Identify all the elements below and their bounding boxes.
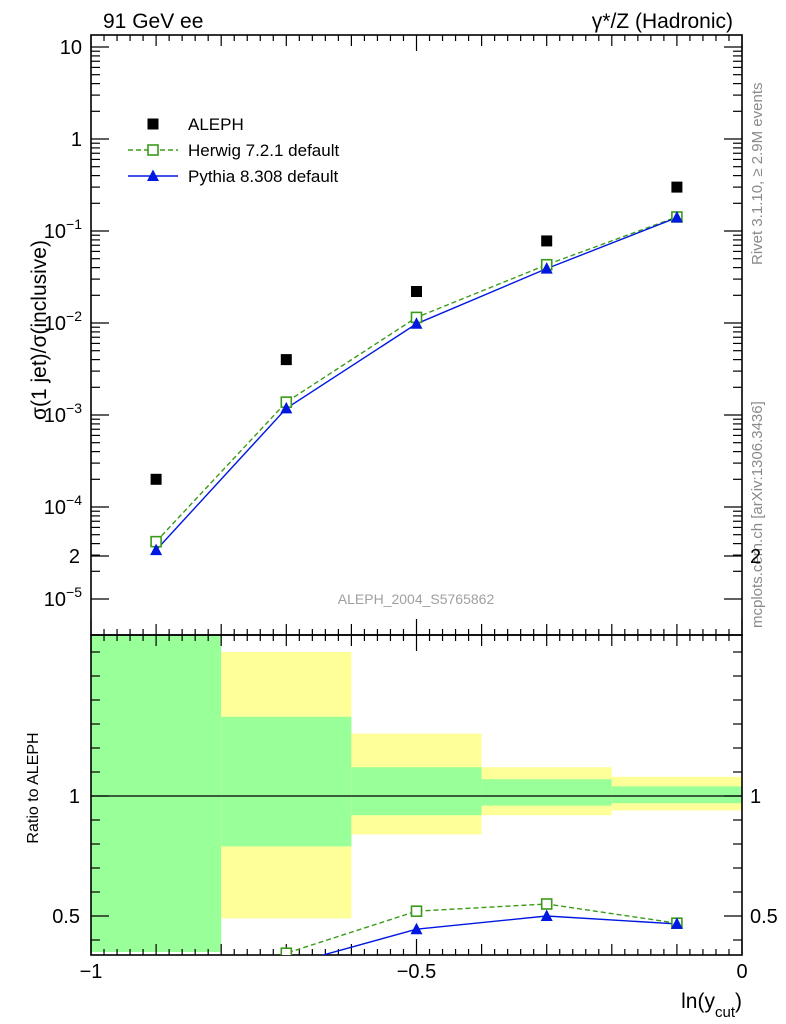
- main-y-tick-label: 10−5: [44, 584, 82, 611]
- ratio-y-tick-label-left: 2: [69, 546, 80, 568]
- main-y-tick-label: 1: [71, 129, 82, 151]
- pythia-ratio-point: [410, 922, 423, 935]
- main-y-tick-label: 10−1: [44, 216, 82, 243]
- legend-aleph-marker: [147, 118, 159, 130]
- x-tick-label: −0.5: [397, 961, 436, 983]
- aleph-point: [541, 235, 553, 247]
- axis-ticks: [90, 35, 743, 955]
- band-inner-2: [351, 767, 482, 816]
- rivet-version-label: Rivet 3.1.10, ≥ 2.9M events: [749, 83, 766, 266]
- pythia-point: [540, 262, 553, 274]
- band-inner-3: [481, 779, 612, 806]
- pythia-ratio-point: [540, 909, 553, 921]
- herwig-line: [155, 216, 678, 543]
- aleph-point: [411, 285, 422, 297]
- x-axis-label-sub: cut: [715, 1004, 736, 1021]
- pythia-point: [280, 401, 293, 414]
- aleph-point: [671, 181, 683, 193]
- band-inner-1: [221, 716, 352, 847]
- ratio-y-tick-label-right: 0.5: [750, 906, 778, 928]
- ratio-y-axis-label: Ratio to ALEPH: [25, 732, 42, 843]
- main-y-axis-label: σ(1 jet)/σ(inclusive): [28, 240, 51, 420]
- legend-herwig-marker: [147, 144, 159, 156]
- x-tick-label: −1: [80, 961, 103, 983]
- ratio-y-tick-label-right: 2: [750, 546, 761, 568]
- band-inner-4: [611, 786, 742, 804]
- mcplots-label: mcplots.cern.ch [arXiv:1306.3436]: [749, 401, 766, 628]
- header-right-label: γ*/Z (Hadronic): [592, 10, 733, 33]
- main-y-tick-label: 10−2: [44, 308, 82, 335]
- ratio-series: [276, 898, 683, 955]
- ratio-uncertainty-bands: [91, 635, 742, 952]
- aleph-point: [150, 473, 162, 485]
- pythia-ratio-point: [670, 917, 683, 929]
- herwig-ratio-point: [410, 905, 423, 918]
- analysis-watermark: ALEPH_2004_S5765862: [338, 591, 495, 607]
- pythia-point: [150, 543, 163, 556]
- ratio-y-tick-label-right: 1: [750, 786, 761, 808]
- legend: ALEPH Herwig 7.2.1 default Pythia 8.308 de…: [128, 115, 339, 186]
- pythia-point: [410, 317, 423, 329]
- x-axis-label-main: ln(y: [681, 990, 715, 1013]
- ratio-y-tick-label-left: 1: [69, 786, 80, 808]
- x-tick-label: 0: [736, 961, 747, 983]
- main-y-tick-label: 10: [60, 37, 82, 59]
- main-y-tick-label: 10−4: [44, 492, 82, 519]
- main-series: [150, 181, 683, 556]
- x-axis-label-close: ): [735, 990, 742, 1013]
- pythia-point: [670, 211, 683, 223]
- herwig-ratio-point: [540, 898, 553, 910]
- legend-label: Pythia 8.308 default: [188, 167, 339, 186]
- main-y-tick-label: 10−3: [44, 400, 82, 427]
- legend-pythia-marker: [147, 169, 159, 181]
- band-inner-0: [91, 635, 222, 952]
- aleph-point: [280, 354, 292, 366]
- legend-label: Herwig 7.2.1 default: [188, 141, 339, 160]
- pythia-line: [155, 216, 678, 551]
- axis-tick-labels: −1 −0.5 0 10 1 10−1 10−2 10−3 10−4 10−5 0.5 0.5 1 1 2 2: [44, 37, 778, 983]
- ratio-y-tick-label-left: 0.5: [52, 906, 80, 928]
- header-left-label: 91 GeV ee: [103, 10, 203, 33]
- herwig-ratio-point: [280, 947, 293, 955]
- x-axis-label: ln(ycut): [681, 990, 742, 1021]
- legend-label: ALEPH: [188, 115, 244, 134]
